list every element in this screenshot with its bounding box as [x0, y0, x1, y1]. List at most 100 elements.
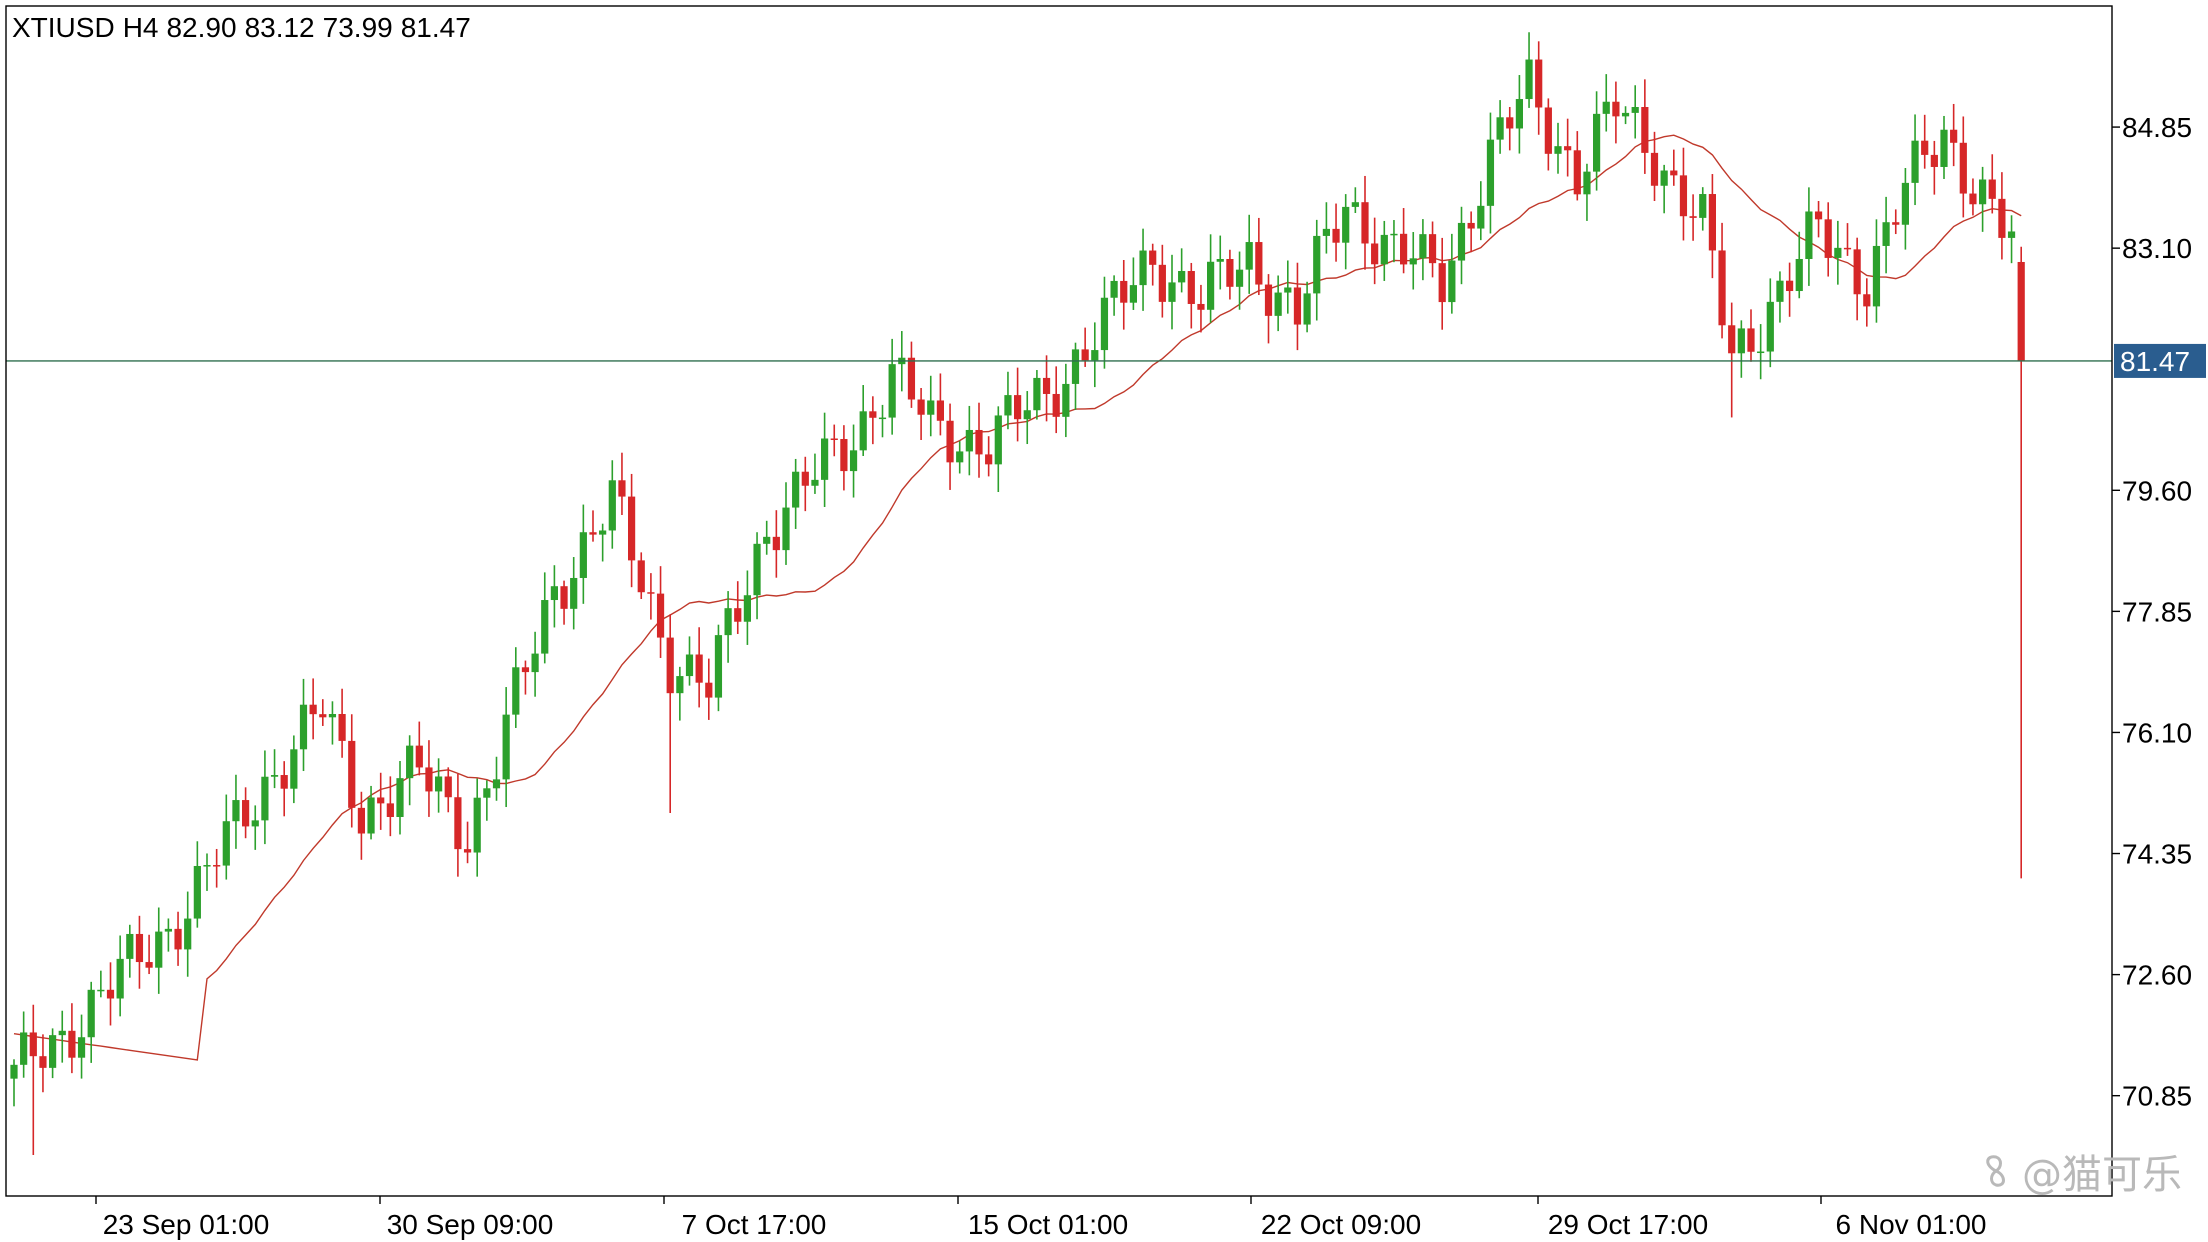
candle-body [1593, 113, 1601, 172]
candle-body [579, 532, 587, 578]
time-axis[interactable]: 23 Sep 01:00 30 Sep 09:00 7 Oct 17:00 15 Oc… [95, 1196, 1987, 1240]
candle-body [840, 438, 848, 472]
candle [618, 452, 626, 516]
candle-body [1264, 284, 1273, 316]
candle-body [608, 480, 616, 531]
candle [946, 403, 954, 490]
candle-body [261, 776, 269, 821]
candle [49, 1028, 57, 1079]
candle-body [792, 471, 800, 508]
candle-body [1158, 264, 1166, 302]
candle-body [1400, 233, 1408, 265]
candle [1940, 115, 1948, 179]
candle-body [772, 536, 780, 551]
high-value: 83.12 [244, 12, 315, 43]
candle-body [97, 989, 105, 992]
candle-body [1322, 228, 1330, 236]
candle [666, 614, 674, 814]
x-tick-label: 6 Nov 01:00 [1836, 1209, 1987, 1240]
candle [1409, 232, 1417, 290]
candle-body [666, 637, 674, 694]
candle-body [1187, 270, 1195, 304]
candle [1004, 371, 1012, 430]
candle [1747, 309, 1755, 362]
candle-body [1814, 211, 1823, 220]
candle [58, 1010, 66, 1063]
candle-body [1834, 247, 1842, 258]
candle-body [338, 714, 346, 741]
candle-body [1708, 194, 1716, 251]
candle-body [174, 928, 182, 950]
candle-body [1129, 285, 1137, 303]
candle-body [724, 608, 732, 636]
candle-body [878, 417, 887, 420]
candle-body [1641, 107, 1649, 153]
candle [1284, 260, 1292, 314]
candle [290, 735, 298, 804]
candle-body [1023, 410, 1031, 420]
candle-body [1477, 205, 1485, 229]
candle-body [193, 865, 201, 919]
candle [753, 532, 761, 620]
candle-body [1583, 171, 1591, 195]
candle-body [444, 776, 452, 798]
candle [705, 658, 713, 720]
candle-body [164, 928, 172, 932]
candle [695, 627, 703, 708]
price-axis[interactable]: 84.85 83.10 79.60 77.85 76.10 74.35 72.60 70.85… [2112, 112, 2206, 1112]
candle [849, 424, 858, 498]
candle-body [425, 767, 433, 792]
candle-body [2017, 261, 2025, 361]
candle [1197, 284, 1205, 333]
candle [1670, 149, 1678, 186]
candle [68, 1003, 76, 1074]
candle [222, 794, 230, 880]
candle [608, 460, 616, 549]
candle-body [1120, 280, 1128, 303]
candle-body [1390, 233, 1398, 236]
candle-body [1670, 170, 1678, 176]
candle-body [1728, 325, 1736, 354]
candle-body [1525, 59, 1533, 100]
candle-body [328, 714, 337, 718]
candle-body [1901, 182, 1909, 225]
candle-body [2007, 231, 2016, 238]
candle [994, 406, 1002, 493]
candle [512, 647, 520, 728]
candle [1650, 131, 1659, 202]
candle-body [68, 1030, 76, 1058]
candle-body [1650, 152, 1659, 186]
candle [1303, 281, 1311, 333]
candle [1361, 175, 1369, 270]
candle [821, 412, 829, 507]
candle [830, 424, 838, 457]
candle-body [570, 577, 578, 609]
candle [213, 848, 221, 888]
x-tick-label: 15 Oct 01:00 [968, 1209, 1128, 1240]
candle-body [396, 778, 404, 817]
candle-body [917, 399, 925, 415]
candle [1564, 118, 1572, 177]
candle-body [1235, 269, 1244, 287]
candle-body [1998, 198, 2006, 238]
candle-body [1757, 351, 1765, 354]
candle-body [377, 797, 385, 804]
candle [1998, 172, 2006, 260]
candle-body [811, 479, 819, 486]
candle [1187, 262, 1195, 329]
candle [1728, 302, 1736, 418]
last-price-tag: 81.47 [2114, 343, 2206, 378]
candle [1621, 106, 1630, 125]
candle [1901, 168, 1909, 250]
candle [1824, 202, 1832, 277]
candle [309, 678, 317, 740]
candle [1679, 147, 1688, 241]
candle [1419, 219, 1427, 281]
candle-body [550, 586, 558, 601]
candle [1042, 355, 1051, 422]
candle [1486, 112, 1495, 234]
candle [164, 918, 172, 952]
candle-body [975, 429, 983, 455]
candle-body [1380, 234, 1388, 265]
